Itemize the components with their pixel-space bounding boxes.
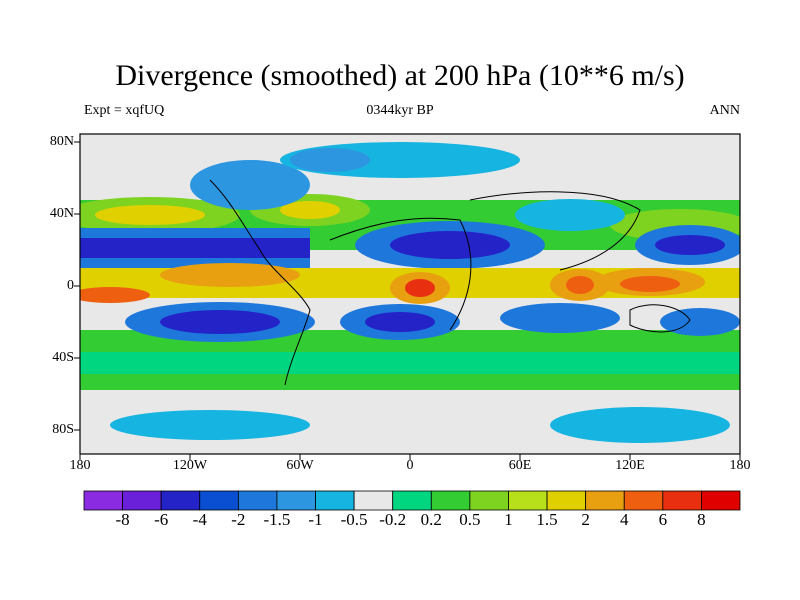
colorbar-swatch bbox=[199, 490, 239, 511]
season-label: ANN bbox=[709, 103, 740, 118]
colorbar-label: -8 bbox=[115, 510, 130, 529]
colorbar-swatch bbox=[662, 490, 702, 511]
colorbar-label: 0.5 bbox=[459, 510, 481, 529]
colorbar-swatch bbox=[508, 490, 548, 511]
lat-label-0: 0 bbox=[67, 278, 74, 293]
colorbar-swatch bbox=[585, 490, 625, 511]
lon-label-0: 0 bbox=[406, 458, 414, 473]
colorbar-label: 4 bbox=[619, 510, 629, 529]
colorbar-label: 1 bbox=[504, 510, 513, 529]
lon-label-120w: 120W bbox=[172, 458, 208, 473]
time-label: 0344kyr BP bbox=[366, 103, 434, 118]
colorbar-label: 2 bbox=[581, 510, 590, 529]
lon-label-60w: 60W bbox=[286, 458, 314, 473]
colorbar-swatch bbox=[315, 490, 355, 511]
colorbar-label: 0.2 bbox=[420, 510, 442, 529]
lat-label-80n: 80N bbox=[49, 134, 74, 149]
colorbar-swatch bbox=[83, 490, 123, 511]
colorbar-label: -0.5 bbox=[340, 510, 368, 529]
experiment-label: Expt = xqfUQ bbox=[84, 103, 165, 118]
lon-label-120e: 120E bbox=[615, 458, 645, 473]
lat-label-80s: 80S bbox=[52, 422, 74, 437]
colorbar-label: 6 bbox=[658, 510, 668, 529]
lon-label-60e: 60E bbox=[508, 458, 532, 473]
colorbar-label: -4 bbox=[192, 510, 207, 529]
divergence-field bbox=[80, 134, 740, 454]
colorbar-label: -6 bbox=[154, 510, 169, 529]
colorbar-swatch bbox=[469, 490, 509, 511]
colorbar-swatch bbox=[701, 490, 741, 511]
map-title: Divergence (smoothed) at 200 hPa (10**6 … bbox=[115, 59, 685, 92]
colorbar-label: -0.2 bbox=[379, 510, 407, 529]
lon-label-180e: 180 bbox=[729, 458, 751, 473]
colorbar-swatch bbox=[160, 490, 201, 511]
colorbar bbox=[83, 490, 741, 511]
colorbar-label: -1 bbox=[308, 510, 323, 529]
colorbar-label: 1.5 bbox=[536, 510, 558, 529]
colorbar-swatch bbox=[430, 490, 471, 511]
colorbar-swatch bbox=[353, 490, 394, 511]
lat-label-40s: 40S bbox=[52, 350, 74, 365]
colorbar-label: -1.5 bbox=[263, 510, 291, 529]
colorbar-swatch bbox=[122, 490, 162, 511]
lat-label-40n: 40N bbox=[49, 206, 74, 221]
colorbar-swatch bbox=[276, 490, 316, 511]
colorbar-swatch bbox=[392, 490, 432, 511]
colorbar-swatch bbox=[546, 490, 587, 511]
lon-label-180w: 180 bbox=[69, 458, 91, 473]
colorbar-label: -2 bbox=[231, 510, 246, 529]
colorbar-swatch bbox=[623, 490, 664, 511]
colorbar-swatch bbox=[237, 490, 278, 511]
colorbar-label: 8 bbox=[697, 510, 706, 529]
